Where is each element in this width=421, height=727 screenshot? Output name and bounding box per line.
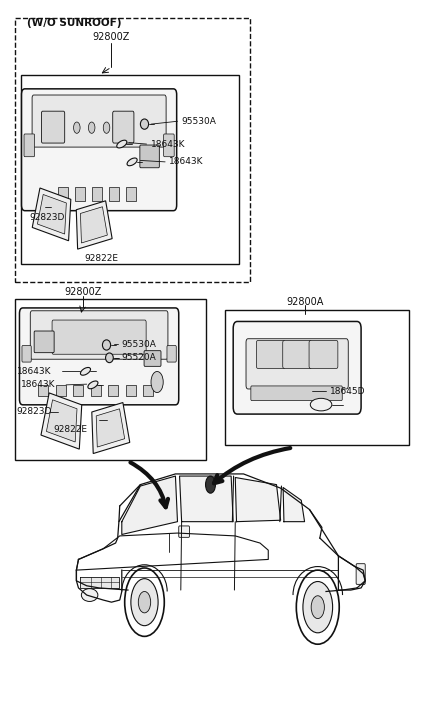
- Text: (W/O SUNROOF): (W/O SUNROOF): [27, 18, 121, 28]
- Text: 95530A: 95530A: [181, 117, 216, 126]
- Polygon shape: [76, 201, 112, 249]
- Polygon shape: [32, 188, 71, 241]
- FancyBboxPatch shape: [24, 134, 35, 157]
- Circle shape: [103, 122, 110, 133]
- Polygon shape: [283, 488, 304, 522]
- FancyBboxPatch shape: [30, 310, 168, 359]
- FancyBboxPatch shape: [256, 340, 285, 369]
- Circle shape: [74, 122, 80, 133]
- FancyBboxPatch shape: [34, 331, 54, 353]
- Ellipse shape: [88, 381, 98, 389]
- Bar: [126, 188, 136, 201]
- Bar: [75, 188, 85, 201]
- FancyBboxPatch shape: [246, 339, 348, 389]
- Ellipse shape: [80, 367, 91, 375]
- FancyBboxPatch shape: [164, 134, 174, 157]
- Text: 92800A: 92800A: [287, 297, 324, 307]
- Bar: [38, 385, 48, 395]
- Polygon shape: [122, 476, 178, 534]
- Circle shape: [125, 568, 164, 636]
- FancyBboxPatch shape: [144, 350, 161, 366]
- Ellipse shape: [81, 589, 98, 601]
- Ellipse shape: [140, 119, 149, 129]
- Bar: [21, 75, 240, 264]
- Text: 92822E: 92822E: [54, 425, 88, 434]
- Circle shape: [151, 371, 163, 393]
- FancyBboxPatch shape: [41, 111, 65, 143]
- Bar: [15, 18, 250, 281]
- FancyBboxPatch shape: [283, 340, 312, 369]
- Bar: [73, 385, 83, 395]
- FancyBboxPatch shape: [179, 526, 189, 537]
- Ellipse shape: [117, 140, 127, 148]
- Circle shape: [303, 582, 333, 632]
- Bar: [126, 385, 136, 395]
- Bar: [225, 310, 408, 446]
- Ellipse shape: [102, 340, 111, 350]
- Polygon shape: [235, 478, 281, 522]
- Circle shape: [205, 476, 216, 493]
- FancyBboxPatch shape: [251, 386, 342, 401]
- Ellipse shape: [310, 398, 332, 411]
- Circle shape: [139, 592, 151, 613]
- Polygon shape: [180, 476, 233, 522]
- Text: 92800Z: 92800Z: [93, 32, 130, 42]
- Text: 95520A: 95520A: [122, 353, 157, 362]
- Circle shape: [311, 595, 324, 619]
- Polygon shape: [41, 393, 82, 449]
- Polygon shape: [96, 409, 125, 447]
- Bar: [56, 385, 66, 395]
- Circle shape: [88, 122, 95, 133]
- Circle shape: [131, 579, 158, 626]
- Polygon shape: [92, 403, 130, 454]
- Text: 18645D: 18645D: [330, 387, 366, 395]
- FancyBboxPatch shape: [52, 320, 146, 354]
- Text: 92823D: 92823D: [29, 213, 64, 222]
- Text: 18643K: 18643K: [21, 380, 55, 390]
- FancyBboxPatch shape: [140, 145, 159, 168]
- Text: 95530A: 95530A: [122, 340, 157, 349]
- FancyBboxPatch shape: [356, 563, 365, 585]
- FancyBboxPatch shape: [309, 340, 338, 369]
- FancyBboxPatch shape: [233, 321, 361, 414]
- Bar: [144, 385, 153, 395]
- Text: 18643K: 18643K: [169, 157, 204, 166]
- Bar: [92, 188, 102, 201]
- Text: 92800Z: 92800Z: [64, 287, 101, 297]
- Text: 18643K: 18643K: [151, 140, 185, 148]
- Bar: [58, 188, 68, 201]
- Polygon shape: [80, 577, 119, 588]
- Ellipse shape: [106, 353, 113, 363]
- FancyBboxPatch shape: [167, 345, 176, 362]
- Text: 92822E: 92822E: [85, 254, 119, 262]
- FancyBboxPatch shape: [21, 89, 177, 211]
- FancyBboxPatch shape: [113, 111, 134, 143]
- Polygon shape: [80, 206, 107, 243]
- FancyBboxPatch shape: [32, 95, 166, 147]
- FancyBboxPatch shape: [22, 345, 31, 362]
- Text: 92823D: 92823D: [16, 407, 52, 417]
- Bar: [108, 385, 118, 395]
- Polygon shape: [46, 400, 77, 442]
- Bar: [91, 385, 101, 395]
- Ellipse shape: [127, 158, 137, 166]
- Bar: [109, 188, 119, 201]
- Polygon shape: [37, 195, 67, 234]
- Circle shape: [296, 570, 339, 644]
- FancyBboxPatch shape: [19, 308, 179, 405]
- Text: 18643K: 18643K: [16, 367, 51, 376]
- Bar: [15, 300, 206, 459]
